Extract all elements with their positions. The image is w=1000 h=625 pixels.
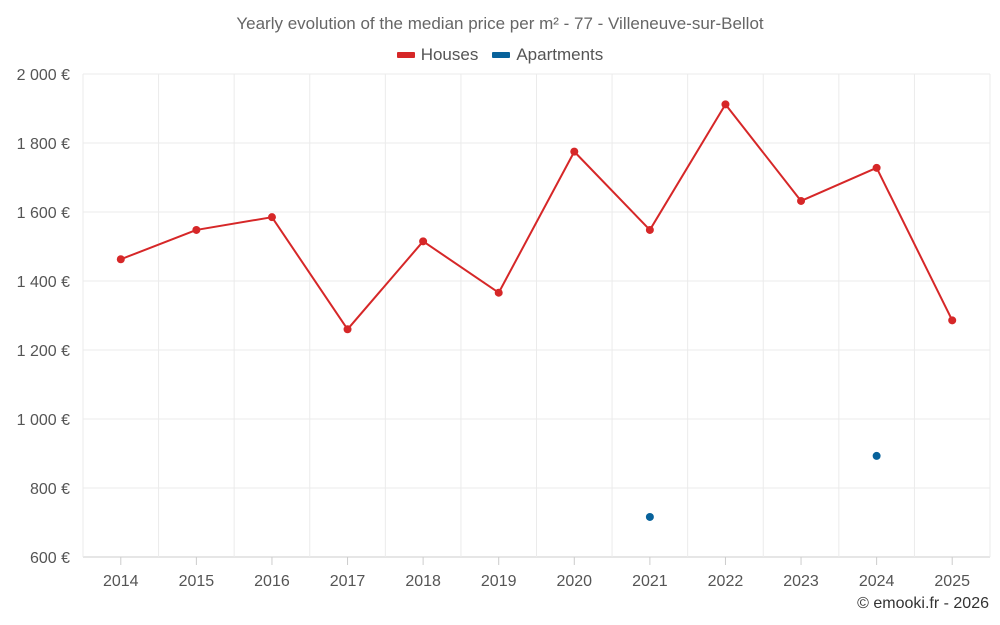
x-tick-label: 2020 (556, 573, 592, 590)
y-tick-label: 600 € (30, 550, 70, 567)
grid-layer (82, 73, 991, 558)
x-tick-label: 2015 (179, 573, 215, 590)
y-tick-label: 1 800 € (17, 136, 70, 153)
legend-label-houses: Houses (420, 45, 479, 64)
data-point-houses[interactable] (116, 255, 125, 264)
data-point-houses[interactable] (267, 213, 276, 222)
x-tick-label: 2018 (405, 573, 441, 590)
data-point-houses[interactable] (797, 196, 806, 205)
legend-item-houses[interactable]: Houses (396, 45, 479, 65)
x-tick-label: 2022 (708, 573, 744, 590)
x-tick-label: 2019 (481, 573, 517, 590)
y-tick-label: 800 € (30, 481, 70, 498)
x-tick-label: 2021 (632, 573, 668, 590)
y-tick-label: 1 000 € (17, 412, 70, 429)
data-point-apartments[interactable] (872, 451, 881, 460)
legend-swatch-apartments (492, 52, 511, 58)
x-tick-label: 2024 (859, 573, 895, 590)
x-tick-label: 2025 (934, 573, 970, 590)
legend: Houses Apartments (0, 45, 1000, 65)
x-tick-label: 2016 (254, 573, 290, 590)
data-point-houses[interactable] (872, 163, 881, 172)
y-tick-label: 1 600 € (17, 205, 70, 222)
legend-label-apartments: Apartments (516, 45, 604, 64)
x-tick-label: 2014 (103, 573, 139, 590)
data-point-houses[interactable] (494, 288, 503, 297)
chart-title: Yearly evolution of the median price per… (236, 14, 764, 33)
data-point-houses[interactable] (419, 237, 428, 246)
data-point-houses[interactable] (948, 316, 957, 325)
x-tick-label: 2017 (330, 573, 366, 590)
y-tick-label: 1 200 € (17, 343, 70, 360)
data-point-houses[interactable] (721, 100, 730, 109)
legend-swatch-houses (396, 52, 415, 58)
axis-layer: 2 000 € 1 800 € 1 600 € 1 400 € 1 200 € 1 000… (17, 67, 970, 590)
data-point-houses[interactable] (192, 225, 201, 234)
legend-item-apartments[interactable]: Apartments (492, 45, 603, 65)
series-layer (116, 100, 957, 521)
y-tick-label: 1 400 € (17, 274, 70, 291)
x-tick-label: 2023 (783, 573, 819, 590)
data-point-houses[interactable] (343, 325, 352, 334)
data-point-houses[interactable] (570, 147, 579, 156)
y-tick-label: 2 000 € (17, 67, 70, 84)
series-line-houses (120, 103, 954, 331)
data-point-houses[interactable] (645, 225, 654, 234)
credit-text: © emooki.fr - 2026 (857, 595, 989, 612)
data-point-apartments[interactable] (645, 512, 654, 521)
